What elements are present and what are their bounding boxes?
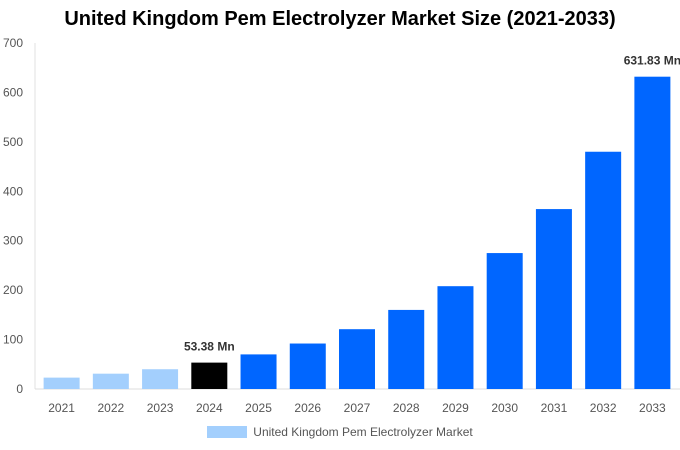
bar-2026 xyxy=(289,343,326,389)
y-tick-label: 500 xyxy=(3,135,23,149)
data-label-2033: 631.83 Mn xyxy=(624,54,680,68)
y-tick-label: 100 xyxy=(3,333,23,347)
x-tick-label: 2022 xyxy=(97,401,124,415)
x-tick-label: 2026 xyxy=(294,401,321,415)
y-tick-label: 600 xyxy=(3,85,23,99)
bar-2022 xyxy=(92,373,129,389)
bar-2031 xyxy=(535,209,572,389)
data-label-2024: 53.38 Mn xyxy=(184,340,235,354)
bar-2029 xyxy=(437,286,474,389)
y-tick-label: 300 xyxy=(3,234,23,248)
y-tick-label: 200 xyxy=(3,283,23,297)
bar-2024 xyxy=(191,362,228,389)
x-tick-label: 2032 xyxy=(590,401,617,415)
legend[interactable]: United Kingdom Pem Electrolyzer Market xyxy=(0,425,680,439)
chart-title: United Kingdom Pem Electrolyzer Market S… xyxy=(64,8,616,30)
bar-2032 xyxy=(585,151,622,389)
x-tick-label: 2025 xyxy=(245,401,272,415)
bar-2028 xyxy=(388,309,425,389)
bar-2021 xyxy=(43,377,80,389)
x-tick-label: 2028 xyxy=(393,401,420,415)
x-tick-label: 2030 xyxy=(491,401,518,415)
x-tick-label: 2029 xyxy=(442,401,469,415)
x-tick-label: 2033 xyxy=(639,401,666,415)
legend-label: United Kingdom Pem Electrolyzer Market xyxy=(253,425,473,439)
x-tick-label: 2021 xyxy=(48,401,75,415)
y-tick-label: 0 xyxy=(16,382,23,396)
bar-2023 xyxy=(142,369,179,389)
x-tick-label: 2023 xyxy=(147,401,174,415)
y-tick-label: 700 xyxy=(3,36,23,50)
x-tick-label: 2027 xyxy=(344,401,371,415)
y-tick-label: 400 xyxy=(3,184,23,198)
bar-2025 xyxy=(240,354,277,389)
legend-swatch xyxy=(207,426,248,438)
bar-2027 xyxy=(339,329,375,389)
x-tick-label: 2031 xyxy=(541,401,568,415)
bar-2033 xyxy=(634,76,671,389)
bar-2030 xyxy=(486,253,523,389)
x-tick-label: 2024 xyxy=(196,401,223,415)
